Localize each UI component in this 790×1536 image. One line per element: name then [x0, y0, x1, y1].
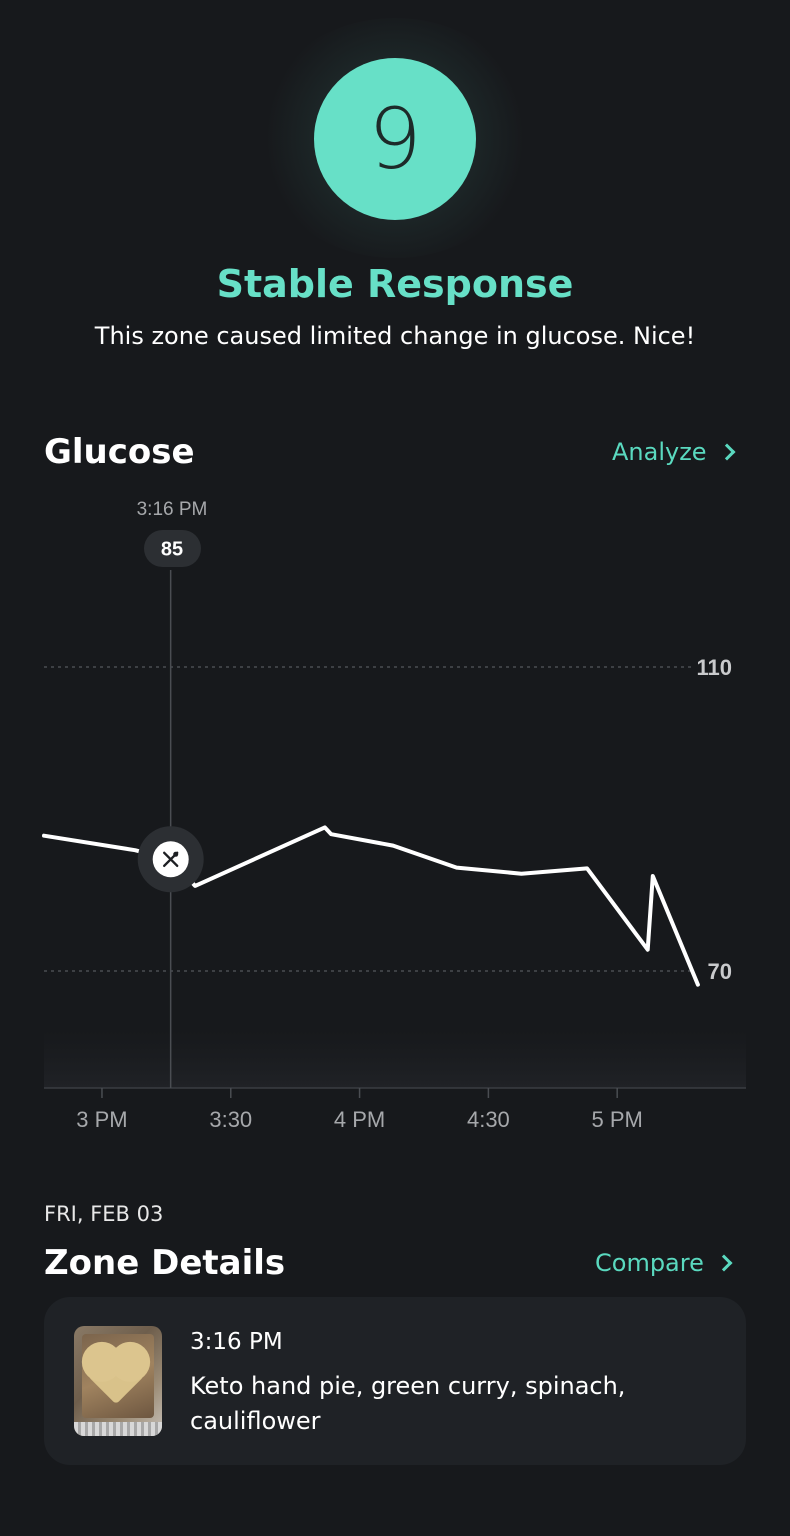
- compare-label: Compare: [595, 1249, 704, 1277]
- zone-date: FRI, FEB 03: [44, 1202, 164, 1226]
- y-tick-label: 110: [697, 655, 733, 680]
- score-badge: 9: [314, 58, 476, 220]
- glucose-section-title: Glucose: [44, 432, 195, 472]
- chevron-right-icon: [715, 1254, 733, 1272]
- chart-baseline-area: [44, 1030, 746, 1088]
- marker-time-label: 3:16 PM: [137, 499, 208, 520]
- compare-button[interactable]: Compare: [595, 1249, 733, 1277]
- meal-marker[interactable]: [137, 826, 204, 893]
- meal-photo-cloth: [74, 1422, 162, 1436]
- response-description: This zone caused limited change in gluco…: [94, 322, 696, 350]
- zone-entry-time: 3:16 PM: [190, 1329, 283, 1355]
- x-tick-label: 4:30: [467, 1107, 510, 1132]
- x-tick-label: 3 PM: [76, 1107, 127, 1132]
- fork-knife-icon: [163, 851, 179, 868]
- analyze-button[interactable]: Analyze: [612, 438, 736, 466]
- score-value: 9: [368, 90, 422, 188]
- x-tick-label: 4 PM: [334, 1107, 385, 1132]
- glucose-chart[interactable]: 110 70 3 PM 3:30 4 PM 4:30 5 PM 3:16 PM 85: [0, 490, 790, 1150]
- zone-details-title: Zone Details: [44, 1243, 286, 1283]
- response-title: Stable Response: [216, 262, 574, 306]
- marker-value: 85: [161, 539, 183, 561]
- y-tick-label: 70: [708, 959, 732, 984]
- chevron-right-icon: [718, 443, 736, 461]
- x-tick-label: 5 PM: [592, 1107, 643, 1132]
- x-tick-label: 3:30: [209, 1107, 252, 1132]
- zone-entry-card[interactable]: 3:16 PM Keto hand pie, green curry, spin…: [44, 1297, 746, 1465]
- zone-entry-foods: Keto hand pie, green curry, spinach, cau…: [190, 1372, 626, 1435]
- meal-photo: [74, 1326, 162, 1436]
- analyze-label: Analyze: [612, 438, 707, 466]
- marker-value-pill: [144, 530, 201, 567]
